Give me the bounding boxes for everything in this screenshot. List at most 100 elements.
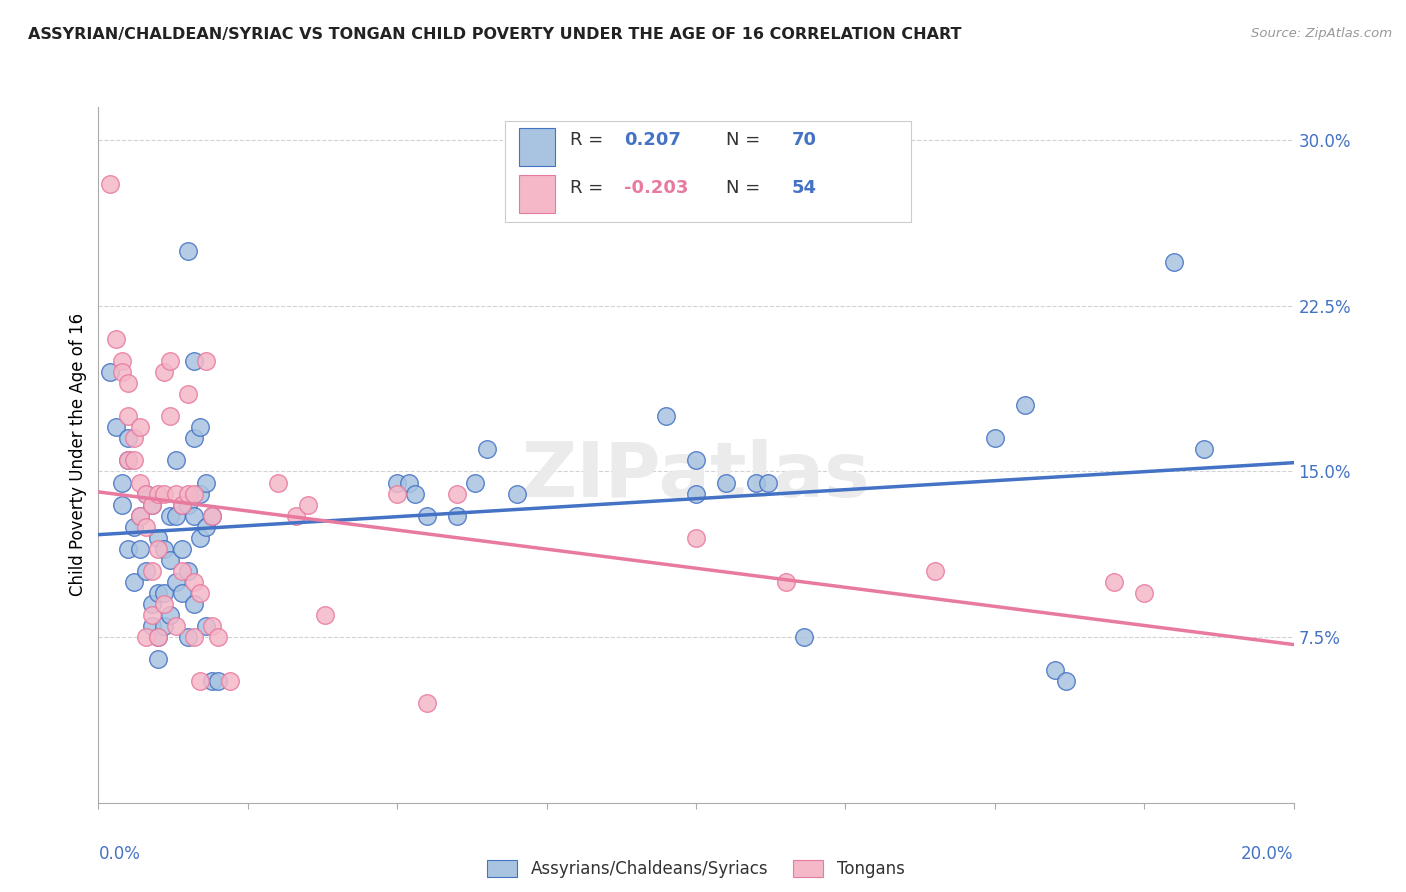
Point <box>124 431 146 445</box>
Point <box>117 453 139 467</box>
Point <box>297 498 319 512</box>
Point <box>165 486 187 500</box>
Point <box>172 586 194 600</box>
Point <box>756 475 779 490</box>
Point <box>111 365 134 379</box>
Point <box>195 619 218 633</box>
Point <box>105 332 128 346</box>
Point <box>177 564 200 578</box>
Point <box>117 431 139 445</box>
Point <box>165 619 187 633</box>
Point <box>159 608 181 623</box>
Point <box>117 541 139 556</box>
Text: N =: N = <box>725 131 766 149</box>
Point <box>159 409 181 424</box>
Point <box>685 453 707 467</box>
Point <box>183 354 205 368</box>
FancyBboxPatch shape <box>505 121 911 222</box>
Point <box>135 519 157 533</box>
Point <box>195 475 218 490</box>
Point <box>1133 586 1156 600</box>
Point <box>464 475 486 490</box>
Point <box>129 420 152 434</box>
Point <box>148 586 170 600</box>
Point <box>117 376 139 391</box>
Point <box>153 586 176 600</box>
Point <box>172 498 194 512</box>
Point <box>117 453 139 467</box>
Point <box>1192 442 1215 457</box>
Point <box>172 541 194 556</box>
Text: 70: 70 <box>792 131 817 149</box>
Point <box>153 365 176 379</box>
Point <box>183 597 205 611</box>
Point <box>98 365 122 379</box>
Point <box>129 508 152 523</box>
Point <box>111 498 134 512</box>
Point <box>148 486 170 500</box>
Point <box>141 597 163 611</box>
Point <box>129 475 152 490</box>
Point <box>165 574 187 589</box>
Text: Source: ZipAtlas.com: Source: ZipAtlas.com <box>1251 27 1392 40</box>
Point <box>793 630 815 644</box>
Point <box>1014 398 1036 412</box>
Point <box>124 519 146 533</box>
Point <box>153 541 176 556</box>
Text: 54: 54 <box>792 178 817 197</box>
Point <box>201 508 224 523</box>
Point <box>219 674 242 689</box>
Point <box>135 564 157 578</box>
Point <box>153 619 176 633</box>
Point <box>129 508 152 523</box>
Text: -0.203: -0.203 <box>624 178 689 197</box>
Point <box>177 387 200 401</box>
Point <box>1163 254 1185 268</box>
FancyBboxPatch shape <box>519 128 555 166</box>
Point <box>153 597 176 611</box>
Point <box>183 574 205 589</box>
Point <box>201 674 224 689</box>
Y-axis label: Child Poverty Under the Age of 16: Child Poverty Under the Age of 16 <box>69 313 87 597</box>
Point <box>685 531 707 545</box>
Point <box>165 453 187 467</box>
Point <box>141 498 163 512</box>
Point <box>195 354 218 368</box>
Point <box>172 498 194 512</box>
Point <box>284 508 307 523</box>
Point <box>398 475 420 490</box>
Point <box>315 608 337 623</box>
Point <box>135 630 157 644</box>
Text: ZIPatlas: ZIPatlas <box>522 439 870 513</box>
Point <box>159 354 181 368</box>
Point <box>1056 674 1078 689</box>
Point <box>207 630 229 644</box>
Point <box>745 475 768 490</box>
Point <box>385 486 409 500</box>
Point <box>111 475 134 490</box>
Point <box>141 619 163 633</box>
Point <box>148 652 170 666</box>
Point <box>148 531 170 545</box>
Point <box>446 486 468 500</box>
Point <box>177 244 200 258</box>
Point <box>201 619 224 633</box>
Point <box>475 442 498 457</box>
Point <box>172 564 194 578</box>
Point <box>148 630 170 644</box>
Point <box>416 697 439 711</box>
Point <box>135 486 157 500</box>
Point <box>685 486 707 500</box>
Point <box>98 178 122 192</box>
Point <box>183 431 205 445</box>
Point <box>188 420 211 434</box>
Point <box>117 409 139 424</box>
Point <box>141 498 163 512</box>
Text: R =: R = <box>571 178 609 197</box>
Point <box>1043 663 1066 677</box>
Point <box>924 564 946 578</box>
Point <box>1104 574 1126 589</box>
Text: N =: N = <box>725 178 766 197</box>
Point <box>141 564 163 578</box>
Point <box>188 674 211 689</box>
